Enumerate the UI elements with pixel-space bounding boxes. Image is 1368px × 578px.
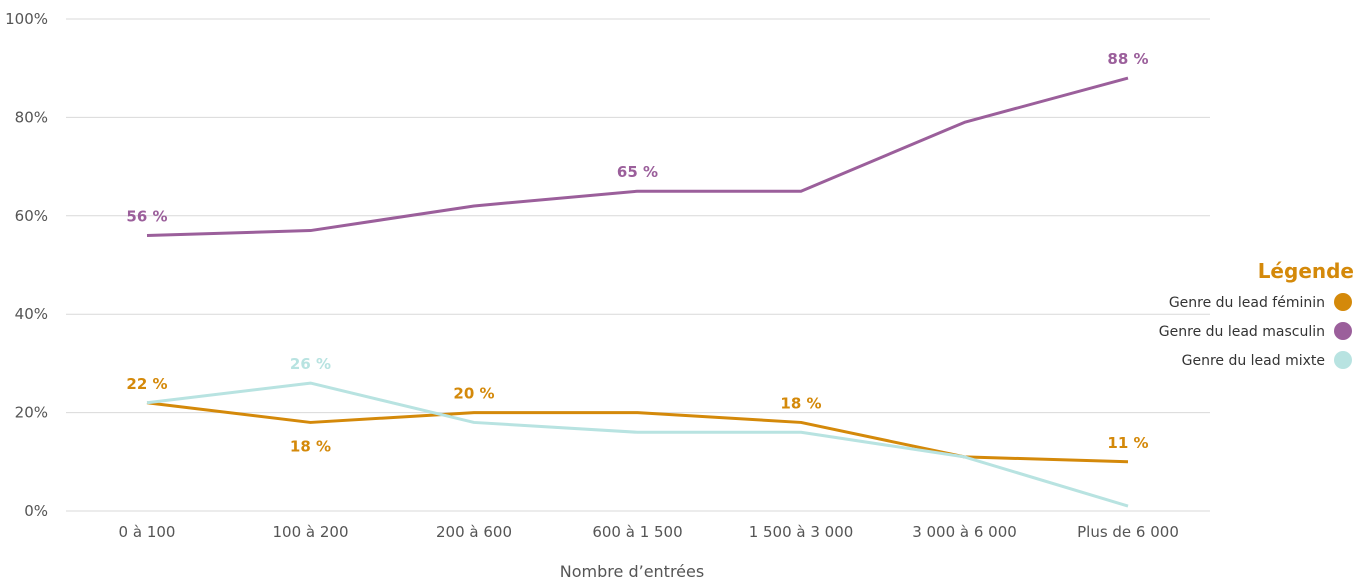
- legend-item-label: Genre du lead masculin: [1159, 324, 1325, 340]
- data-label: 11 %: [1107, 434, 1148, 452]
- gridlines: [66, 18, 1210, 512]
- legend-swatch: [1334, 351, 1352, 369]
- x-tick-label: 1 500 à 3 000: [749, 523, 854, 541]
- data-label: 18 %: [780, 394, 821, 412]
- legend: Légende Genre du lead féminin Genre du le…: [1159, 259, 1354, 369]
- y-tick-label: 60%: [15, 207, 48, 225]
- legend-swatch: [1334, 293, 1352, 311]
- x-tick-label: 200 à 600: [436, 523, 512, 541]
- x-tick-label: Plus de 6 000: [1077, 523, 1179, 541]
- y-tick-label: 80%: [15, 108, 48, 126]
- y-tick-label: 40%: [15, 305, 48, 323]
- legend-title: Légende: [1258, 259, 1354, 283]
- y-tick-label: 20%: [15, 404, 48, 422]
- legend-item-label: Genre du lead féminin: [1169, 295, 1325, 311]
- series-line: [146, 76, 1129, 237]
- data-label: 56 %: [126, 207, 167, 225]
- series-line: [146, 381, 1129, 508]
- y-axis-ticks: 0% 20% 40% 60% 80% 100%: [5, 10, 48, 520]
- data-label: 18 %: [290, 437, 331, 455]
- y-tick-label: 100%: [5, 10, 48, 28]
- data-label: 22 %: [126, 375, 167, 393]
- legend-swatch: [1334, 322, 1352, 340]
- x-axis-ticks: 0 à 100 100 à 200 200 à 600 600 à 1 500 1 50…: [119, 523, 1179, 541]
- data-labels: 22 % 18 % 20 % 18 % 11 % 56 % 65 % 88 % 26 %: [126, 50, 1148, 455]
- data-label: 88 %: [1107, 50, 1148, 68]
- x-tick-label: 3 000 à 6 000: [912, 523, 1017, 541]
- data-label: 20 %: [453, 385, 494, 403]
- x-tick-label: 600 à 1 500: [592, 523, 682, 541]
- series-lines: [146, 76, 1129, 508]
- data-label: 65 %: [617, 163, 658, 181]
- x-tick-label: 100 à 200: [273, 523, 349, 541]
- x-tick-label: 0 à 100: [119, 523, 176, 541]
- legend-item-label: Genre du lead mixte: [1182, 353, 1325, 369]
- x-axis-label: Nombre d’entrées: [560, 562, 704, 578]
- y-tick-label: 0%: [24, 502, 48, 520]
- data-label: 26 %: [290, 355, 331, 373]
